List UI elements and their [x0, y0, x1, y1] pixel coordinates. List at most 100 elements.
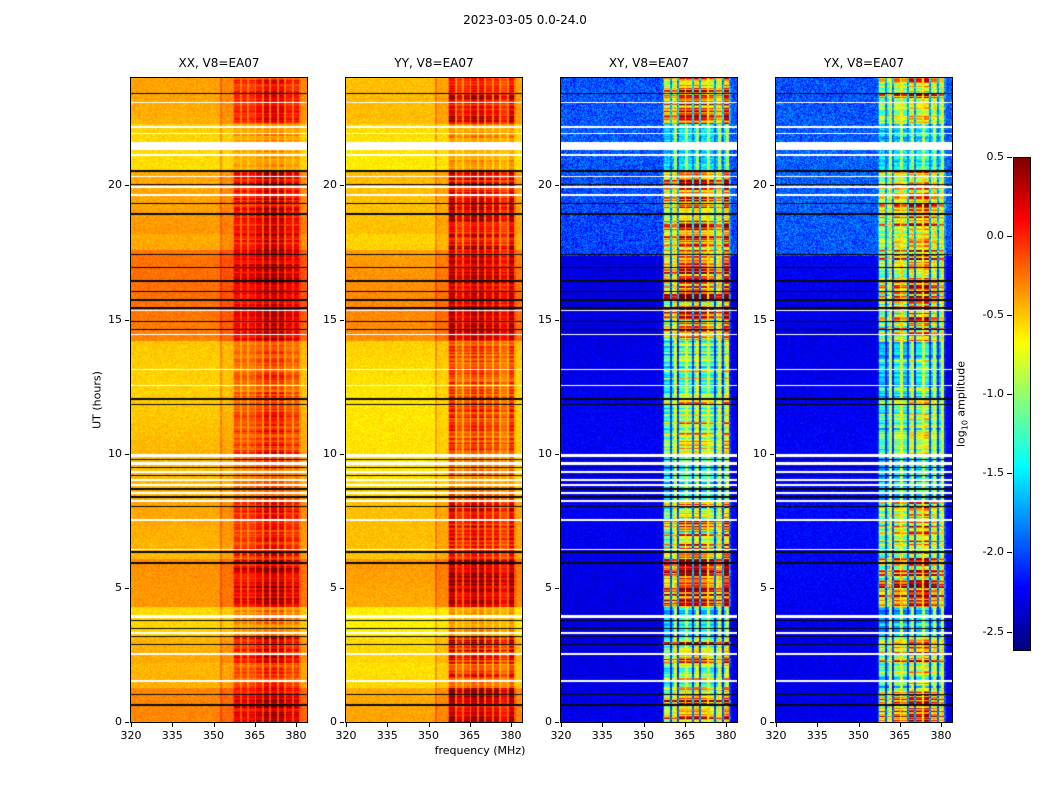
x-tick — [254, 723, 256, 727]
heatmap-canvas-1 — [346, 78, 522, 722]
y-tick-label: 0 — [545, 715, 552, 728]
y-tick — [340, 722, 344, 723]
x-tick — [561, 723, 562, 727]
y-tick — [125, 722, 129, 723]
y-tick — [555, 319, 559, 321]
y-tick-label: 0 — [115, 715, 122, 728]
y-tick-label: 20 — [108, 178, 122, 192]
y-tick-label: 0 — [760, 715, 767, 728]
colorbar-tick-label: 0.0 — [986, 229, 1005, 243]
y-tick-label: 10 — [323, 446, 337, 460]
colorbar-tick-label: -0.5 — [982, 308, 1004, 322]
y-tick — [770, 319, 774, 321]
x-tick-label: 365 — [889, 729, 911, 742]
heatmap-canvas-2 — [561, 78, 737, 722]
colorbar-label-sub: 10 — [960, 420, 970, 431]
y-tick-label: 15 — [108, 312, 122, 326]
x-tick — [387, 723, 389, 727]
x-tick — [469, 723, 471, 727]
panel-title-3: YX, V8=EA07 — [823, 56, 905, 70]
y-tick — [125, 319, 129, 321]
x-tick-label: 350 — [848, 729, 869, 742]
x-tick — [726, 723, 727, 727]
panel-title-2: XY, V8=EA07 — [608, 56, 690, 70]
y-tick — [125, 453, 129, 455]
colorbar-tick-label: -2.0 — [982, 545, 1004, 559]
colorbar-tick — [1007, 552, 1012, 554]
x-tick-label: 320 — [550, 729, 572, 742]
colorbar-gradient — [1014, 158, 1030, 650]
x-tick — [346, 723, 347, 727]
colorbar-tick — [1007, 157, 1012, 158]
y-tick — [770, 722, 774, 723]
x-tick-label: 320 — [120, 729, 142, 742]
y-tick-label: 5 — [545, 580, 552, 594]
y-tick-label: 10 — [753, 446, 767, 460]
x-tick-label: 335 — [376, 729, 398, 742]
colorbar-label-suffix: amplitude — [954, 360, 968, 421]
panel-title-0: XX, V8=EA07 — [178, 56, 260, 70]
y-axis-label: UT (hours) — [90, 371, 104, 429]
y-tick-label: 10 — [108, 446, 122, 460]
x-tick — [602, 723, 604, 727]
y-tick-label: 10 — [538, 446, 552, 460]
heatmap-canvas-3 — [776, 78, 952, 722]
y-tick — [340, 587, 344, 589]
x-tick-label: 365 — [459, 729, 481, 742]
y-tick — [340, 453, 344, 455]
y-tick — [125, 185, 129, 187]
y-tick — [555, 185, 559, 187]
x-tick-label: 365 — [674, 729, 696, 742]
heatmap-canvas-0 — [131, 78, 307, 722]
y-tick-label: 5 — [760, 580, 767, 594]
y-tick — [125, 587, 129, 589]
x-tick — [131, 723, 132, 727]
x-tick — [213, 723, 215, 727]
panel-title-1: YY, V8=EA07 — [394, 56, 474, 70]
x-tick-label: 350 — [418, 729, 439, 742]
x-tick-label: 350 — [203, 729, 224, 742]
x-tick-label: 320 — [335, 729, 357, 742]
x-tick-label: 365 — [244, 729, 266, 742]
x-tick-label: 320 — [765, 729, 787, 742]
x-tick-label: 380 — [500, 729, 522, 742]
x-tick-label: 335 — [591, 729, 613, 742]
x-tick-label: 380 — [715, 729, 737, 742]
y-tick-label: 15 — [538, 312, 552, 326]
x-tick — [941, 723, 942, 727]
y-tick-label: 5 — [115, 580, 122, 594]
x-tick-label: 335 — [161, 729, 183, 742]
y-tick — [555, 453, 559, 455]
y-tick — [770, 453, 774, 455]
colorbar-tick — [1007, 236, 1012, 238]
colorbar-tick — [1007, 394, 1012, 396]
colorbar-tick-label: -1.5 — [982, 466, 1004, 480]
colorbar-tick — [1007, 473, 1012, 475]
colorbar-tick-label: 0.5 — [986, 150, 1005, 163]
y-tick-label: 0 — [330, 715, 337, 728]
figure-suptitle: 2023-03-05 0.0-24.0 — [463, 13, 587, 27]
x-tick — [643, 723, 645, 727]
panel-plot-1 — [345, 77, 523, 723]
colorbar-tick — [1007, 631, 1012, 633]
colorbar-tick-label: -2.5 — [982, 624, 1004, 638]
y-tick-label: 15 — [753, 312, 767, 326]
panel-plot-3 — [775, 77, 953, 723]
x-tick — [858, 723, 860, 727]
y-tick — [340, 319, 344, 321]
y-tick-label: 5 — [330, 580, 337, 594]
x-tick-label: 335 — [806, 729, 828, 742]
x-tick-label: 350 — [633, 729, 654, 742]
y-tick — [770, 587, 774, 589]
y-tick — [555, 722, 559, 723]
y-tick — [770, 185, 774, 187]
y-tick — [555, 587, 559, 589]
x-tick — [428, 723, 430, 727]
panel-plot-0 — [130, 77, 308, 723]
colorbar-tick-label: -1.0 — [982, 387, 1004, 401]
y-tick — [340, 185, 344, 187]
x-tick — [172, 723, 174, 727]
x-tick-label: 380 — [930, 729, 952, 742]
colorbar-label-prefix: log — [954, 430, 968, 448]
